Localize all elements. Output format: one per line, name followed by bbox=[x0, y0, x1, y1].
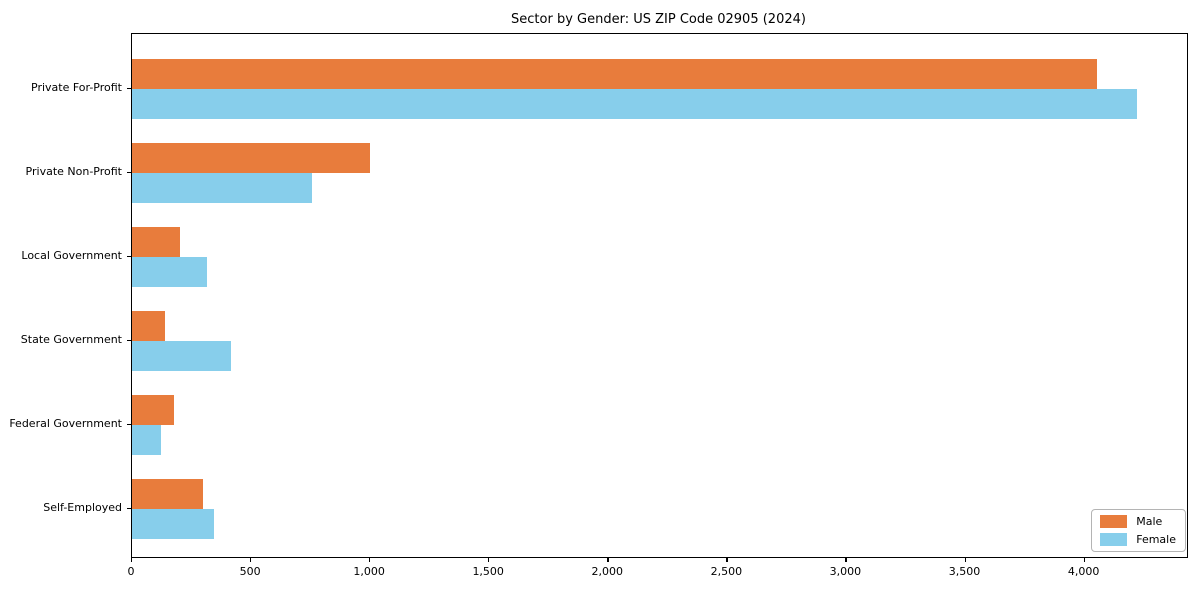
legend-swatch-male bbox=[1100, 515, 1128, 528]
bar-male-federal-government bbox=[132, 395, 174, 425]
legend-item-male: Male bbox=[1100, 515, 1176, 528]
ytick-label: Federal Government bbox=[9, 417, 122, 430]
ytick-mark bbox=[127, 172, 131, 174]
bar-female-local-government bbox=[132, 257, 207, 287]
xtick-mark bbox=[488, 558, 490, 562]
legend-swatch-female bbox=[1100, 533, 1128, 546]
bar-male-private-non-profit bbox=[132, 143, 371, 173]
bar-female-self-employed bbox=[132, 509, 215, 539]
xtick-mark bbox=[131, 558, 133, 562]
legend: Male Female bbox=[1091, 509, 1186, 552]
ytick-mark bbox=[127, 88, 131, 90]
xtick-mark bbox=[845, 558, 847, 562]
legend-label-male: Male bbox=[1136, 515, 1163, 528]
xtick-label: 2,500 bbox=[710, 565, 743, 578]
ytick-mark bbox=[127, 424, 131, 426]
xtick-label: 1,000 bbox=[353, 565, 385, 578]
xtick-label: 1,500 bbox=[472, 565, 504, 578]
bar-female-federal-government bbox=[132, 425, 161, 455]
bar-male-self-employed bbox=[132, 479, 204, 509]
xtick-label: 4,000 bbox=[1067, 565, 1100, 578]
ytick-label: Private Non-Profit bbox=[25, 165, 122, 178]
legend-item-female: Female bbox=[1100, 533, 1176, 546]
ytick-label: Local Government bbox=[21, 249, 122, 262]
xtick-label: 3,000 bbox=[829, 565, 862, 578]
plot-area bbox=[131, 33, 1188, 558]
xtick-mark bbox=[1083, 558, 1085, 562]
xtick-label: 2,000 bbox=[591, 565, 624, 578]
bar-female-state-government bbox=[132, 341, 231, 371]
bar-male-state-government bbox=[132, 311, 166, 341]
ytick-mark bbox=[127, 340, 131, 342]
xtick-label: 3,500 bbox=[948, 565, 981, 578]
xtick-mark bbox=[369, 558, 371, 562]
xtick-mark bbox=[726, 558, 728, 562]
xtick-mark bbox=[607, 558, 609, 562]
bar-male-local-government bbox=[132, 227, 180, 257]
ytick-mark bbox=[127, 508, 131, 510]
legend-label-female: Female bbox=[1136, 533, 1176, 546]
xtick-label: 500 bbox=[239, 565, 261, 578]
bar-male-private-for-profit bbox=[132, 59, 1097, 89]
ytick-label: State Government bbox=[20, 333, 122, 346]
xtick-mark bbox=[964, 558, 966, 562]
bar-female-private-non-profit bbox=[132, 173, 312, 203]
ytick-label: Self-Employed bbox=[43, 501, 122, 514]
bar-female-private-for-profit bbox=[132, 89, 1137, 119]
xtick-label: 0 bbox=[127, 565, 135, 578]
ytick-label: Private For-Profit bbox=[31, 81, 122, 94]
chart-title: Sector by Gender: US ZIP Code 02905 (202… bbox=[511, 12, 806, 27]
ytick-mark bbox=[127, 256, 131, 258]
xtick-mark bbox=[250, 558, 252, 562]
